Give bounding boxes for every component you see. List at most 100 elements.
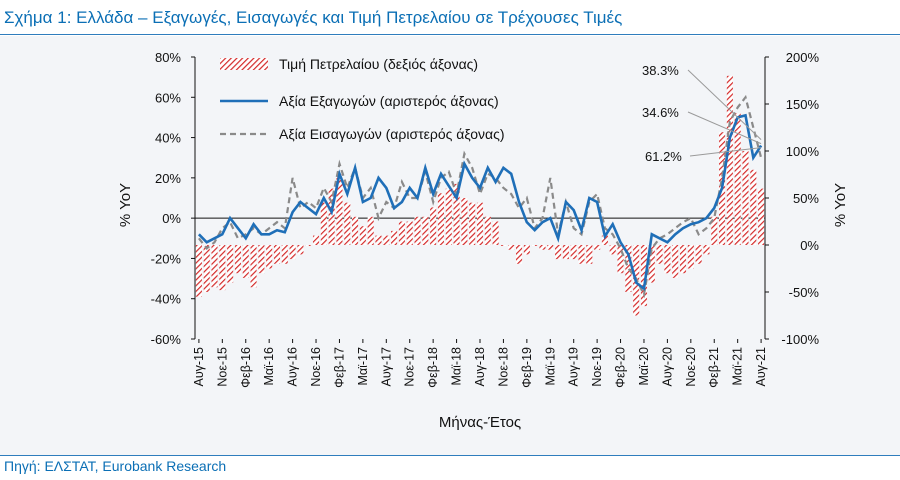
- oil-price-bar: [742, 151, 749, 245]
- x-tick-label: Μαϊ-16: [262, 347, 276, 386]
- oil-price-bar: [508, 245, 515, 250]
- oil-price-bar: [648, 245, 655, 283]
- oil-price-bar: [437, 193, 445, 245]
- oil-price-bar: [414, 216, 421, 245]
- x-tick-label: Αυγ-19: [567, 347, 581, 387]
- y2-tick-label: 50%: [793, 191, 819, 206]
- oil-price-bar: [406, 221, 413, 245]
- y-tick-label: 20%: [155, 171, 181, 186]
- x-tick-label: Φεβ-19: [520, 347, 534, 388]
- x-tick-label: Φεβ-21: [707, 347, 721, 388]
- oil-price-bar: [211, 245, 218, 288]
- y-tick-label: -20%: [151, 251, 182, 266]
- oil-price-bar: [547, 245, 554, 250]
- annotation-label: 34.6%: [642, 105, 679, 120]
- oil-price-bar: [203, 245, 210, 292]
- oil-price-bar: [273, 245, 281, 264]
- x-tick-label: Αυγ-16: [286, 347, 300, 387]
- oil-price-bar: [422, 216, 429, 245]
- x-tick-label: Αυγ-17: [379, 347, 393, 387]
- oil-price-bar: [453, 183, 460, 245]
- legend: Τιμή Πετρελαίου (δεξιός άξονας) Αξία Εξα…: [220, 56, 505, 142]
- y2-tick-label: 200%: [786, 50, 820, 65]
- oil-price-bar: [703, 245, 710, 255]
- chart-svg: 80% 60% 40% 20% 0% -20% -40% -60% 200% 150% 100% 5…: [117, 50, 849, 431]
- oil-price-bar: [586, 245, 593, 264]
- annotation-leader: [689, 147, 762, 157]
- x-tick-label: Μαϊ-17: [356, 347, 370, 386]
- footer-rule: [0, 455, 900, 456]
- oil-price-bar: [305, 245, 312, 246]
- legend-oil-label: Τιμή Πετρελαίου (δεξιός άξονας): [279, 56, 478, 72]
- chart-panel: [0, 36, 900, 456]
- x-tick-label: Μαϊ-20: [637, 347, 651, 386]
- x-tick-label: Φεβ-16: [239, 347, 253, 388]
- x-tick-label: Νοε-15: [215, 347, 229, 387]
- oil-price-bar: [625, 245, 632, 292]
- oil-price-bar: [344, 202, 351, 245]
- x-tick-label: Αυγ-15: [192, 347, 206, 387]
- x-tick-label: Μαϊ-19: [543, 347, 557, 386]
- x-tick-label: Φεβ-18: [426, 347, 440, 388]
- oil-price-bar: [391, 230, 398, 245]
- x-axis-label: Μήνας-Έτος: [439, 414, 521, 431]
- oil-price-bar: [734, 113, 741, 246]
- oil-price-bar: [289, 245, 296, 260]
- annotation-leader: [687, 69, 762, 140]
- x-tick-label: Φεβ-20: [614, 347, 628, 388]
- oil-price-bar: [531, 245, 538, 246]
- oil-price-bar: [359, 226, 366, 245]
- oil-price-bar: [297, 245, 304, 255]
- y2-tick-label: -100%: [781, 332, 819, 347]
- oil-price-bar: [281, 245, 288, 264]
- oil-price-bar: [578, 245, 585, 264]
- source-note: Πηγή: ΕΛΣΤΑΤ, Eurobank Research: [4, 458, 227, 474]
- oil-price-bars: [195, 75, 765, 316]
- x-tick-label: Νοε-17: [403, 347, 417, 387]
- oil-price-bar: [555, 245, 562, 260]
- x-tick-label: Φεβ-17: [332, 347, 346, 388]
- oil-price-bar: [266, 245, 273, 269]
- y-tick-label: 60%: [155, 90, 181, 105]
- oil-price-bar: [594, 245, 601, 250]
- y-axis-right-label: % YoY: [832, 183, 849, 227]
- x-tick-label: Μαϊ-18: [450, 347, 464, 386]
- oil-price-bar: [562, 245, 569, 260]
- y2-tick-label: 100%: [786, 144, 820, 159]
- oil-price-bar: [758, 188, 765, 245]
- oil-price-bar: [726, 75, 733, 245]
- oil-price-bar: [258, 245, 265, 274]
- y-tick-label: 0%: [162, 211, 181, 226]
- annotation-label: 38.3%: [642, 63, 679, 78]
- oil-price-bar: [367, 216, 374, 245]
- oil-price-bar: [617, 245, 624, 274]
- oil-price-bar: [242, 245, 249, 278]
- oil-price-bar: [484, 216, 491, 245]
- oil-price-bar: [352, 216, 359, 245]
- oil-price-bar: [227, 245, 234, 283]
- y-tick-label: 80%: [155, 50, 181, 65]
- x-tick-label: Νοε-16: [309, 347, 323, 387]
- oil-price-bar: [640, 245, 648, 307]
- oil-price-bar: [383, 235, 390, 245]
- y2-tick-label: 0%: [800, 238, 819, 253]
- oil-price-bar: [461, 198, 468, 245]
- oil-price-bar: [539, 245, 546, 250]
- legend-exports-label: Αξία Εξαγωγών (αριστερός άξονας): [279, 93, 499, 109]
- page-title: Σχήμα 1: Ελλάδα – Εξαγωγές, Εισαγωγές κα…: [4, 8, 623, 27]
- annotation-leader: [687, 111, 762, 145]
- oil-price-bar: [656, 245, 663, 264]
- oil-price-bar: [234, 245, 241, 274]
- oil-price-bar: [515, 245, 523, 264]
- x-tick-label: Νοε-19: [590, 347, 604, 387]
- y-tick-label: -40%: [151, 292, 182, 307]
- y-tick-label: -60%: [151, 332, 182, 347]
- x-tick-label: Νοε-20: [684, 347, 698, 387]
- oil-price-bar: [375, 235, 382, 245]
- annotations: 38.3% 34.6% 61.2%: [642, 63, 762, 164]
- oil-price-bar: [695, 245, 702, 264]
- imports-series-line: [198, 94, 763, 299]
- oil-price-bar: [328, 188, 335, 245]
- oil-price-bar: [219, 245, 226, 291]
- oil-price-bar: [672, 245, 679, 278]
